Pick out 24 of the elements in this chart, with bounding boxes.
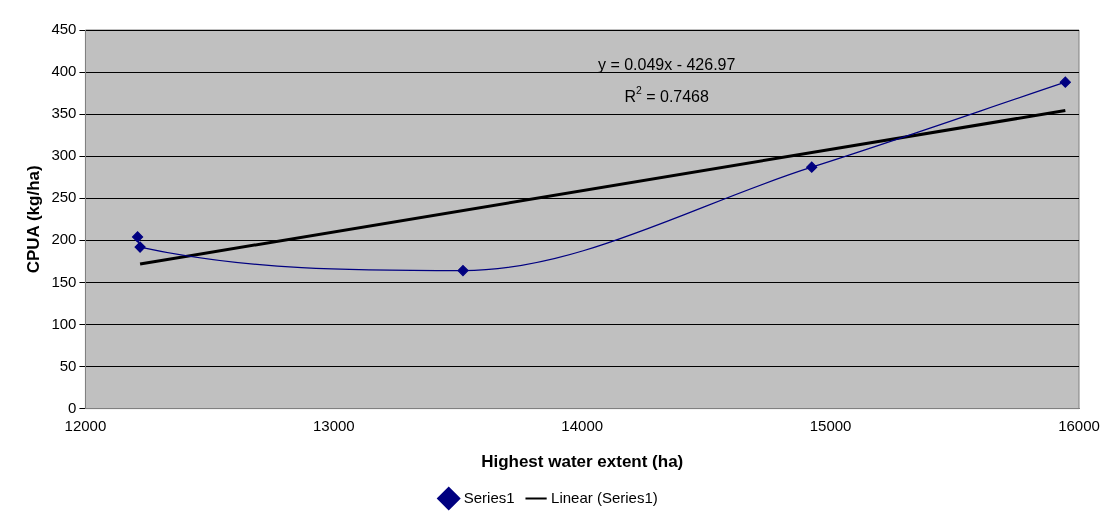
y-tick-label: 100: [51, 314, 77, 332]
legend-label: Linear (Series1): [551, 488, 658, 506]
y-tick-label: 300: [51, 146, 77, 164]
y-axis-title: CPUA (kg/ha): [23, 165, 43, 274]
point: [457, 265, 469, 277]
x-tick-label: 15000: [809, 416, 852, 434]
y-tick-label: 250: [51, 188, 77, 206]
legend-label: Series1: [463, 488, 515, 506]
point: [806, 161, 818, 173]
x-tick-label: 12000: [64, 416, 107, 434]
y-tick-label: 450: [51, 20, 77, 38]
point: [1059, 76, 1071, 88]
x-axis-title: Highest water extent (ha): [481, 452, 684, 472]
y-tick-label: 150: [51, 272, 77, 290]
point: [134, 241, 146, 253]
x-tick-label: 13000: [312, 416, 355, 434]
y-tick-label: 0: [68, 398, 77, 416]
y-tick-label: 400: [51, 62, 77, 80]
point: [131, 231, 144, 243]
y-tick-label: 200: [51, 230, 77, 248]
x-tick-label: 14000: [561, 416, 604, 434]
y-tick-label: 350: [51, 104, 77, 122]
x-tick-label: 16000: [1058, 416, 1100, 434]
y-tick-label: 50: [59, 356, 77, 374]
